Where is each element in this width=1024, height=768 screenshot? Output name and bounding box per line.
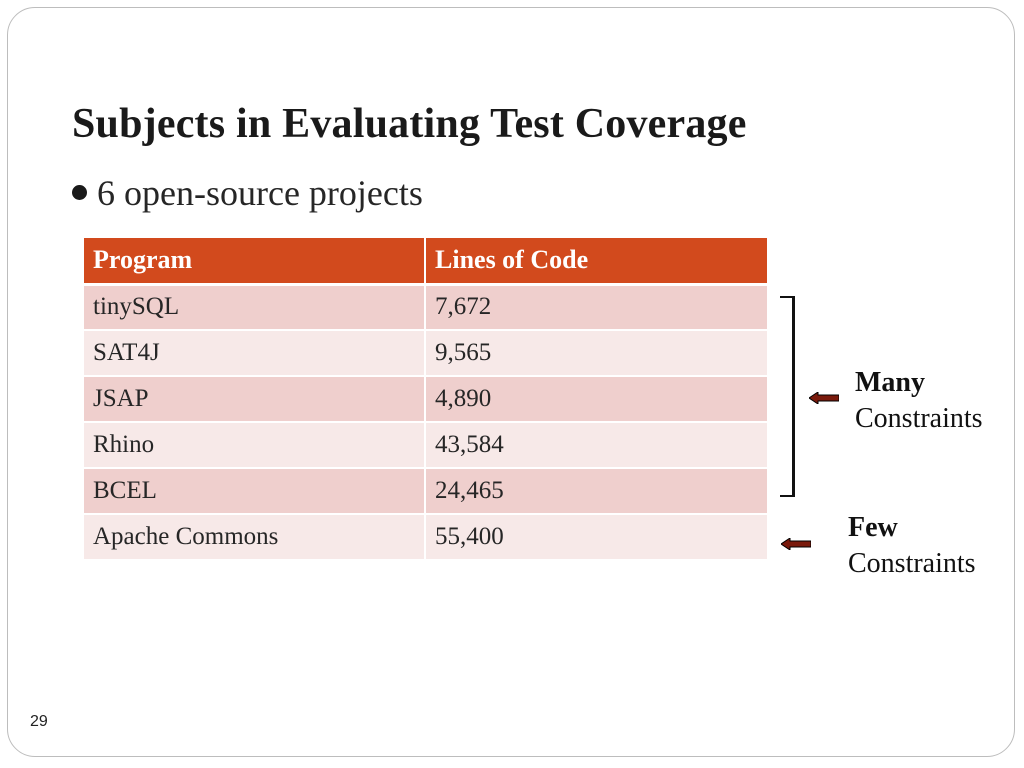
program-cell: tinySQL <box>84 284 426 331</box>
projects-table: Program Lines of Code tinySQL 7,672 SAT4… <box>84 238 767 561</box>
few-constraints-text: Constraints <box>848 548 976 579</box>
program-cell: BCEL <box>84 468 426 515</box>
table-row: tinySQL 7,672 <box>84 284 767 331</box>
lines-of-code-cell: 43,584 <box>425 422 767 469</box>
lines-of-code-cell: 24,465 <box>425 468 767 515</box>
lines-of-code-cell: 9,565 <box>425 330 767 377</box>
many-label: Many <box>855 367 925 398</box>
table-row: JSAP 4,890 <box>84 376 767 423</box>
bullet-text: 6 open-source projects <box>97 173 423 213</box>
program-cell: Rhino <box>84 422 426 469</box>
column-header-lines-of-code: Lines of Code <box>425 238 767 286</box>
lines-of-code-cell: 55,400 <box>425 514 767 561</box>
few-constraints-label: Few Constraints <box>848 510 976 582</box>
bullet-dot-icon <box>72 185 87 201</box>
table-row: BCEL 24,465 <box>84 468 767 515</box>
lines-of-code-cell: 4,890 <box>425 376 767 423</box>
bullet-item: 6 open-source projects <box>72 172 423 214</box>
few-label: Few <box>848 512 898 543</box>
lines-of-code-cell: 7,672 <box>425 284 767 331</box>
table-row: Apache Commons 55,400 <box>84 514 767 561</box>
program-cell: Apache Commons <box>84 514 426 561</box>
table-header-row: Program Lines of Code <box>84 238 767 286</box>
column-header-program: Program <box>84 238 426 286</box>
right-bracket <box>780 296 795 497</box>
left-arrow-icon <box>781 538 811 550</box>
slide-title: Subjects in Evaluating Test Coverage <box>72 101 747 147</box>
slide-number: 29 <box>30 713 48 730</box>
program-cell: JSAP <box>84 376 426 423</box>
table-row: SAT4J 9,565 <box>84 330 767 377</box>
table-row: Rhino 43,584 <box>84 422 767 469</box>
left-arrow-icon <box>809 392 839 404</box>
many-constraints-text: Constraints <box>855 403 983 434</box>
many-constraints-label: Many Constraints <box>855 365 983 437</box>
program-cell: SAT4J <box>84 330 426 377</box>
